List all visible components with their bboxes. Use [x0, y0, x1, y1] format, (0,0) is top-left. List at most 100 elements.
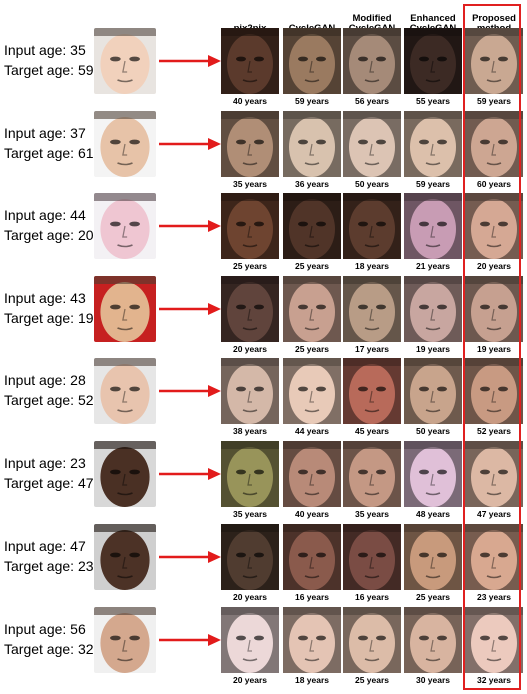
age-labels: Input age: 28 Target age: 52 [4, 370, 94, 410]
input-age-label: Input age: 43 [4, 290, 86, 306]
input-age-label: Input age: 44 [4, 207, 86, 223]
estimated-age-label: 25 years [294, 344, 330, 354]
generated-face-image [343, 111, 401, 177]
generated-face [343, 524, 401, 590]
generated-face-image [283, 441, 341, 507]
generated-face-image [343, 607, 401, 673]
age-labels: Input age: 35 Target age: 59 [4, 40, 94, 80]
comparison-row: Input age: 43 Target age: 19 20 years 25 ye… [0, 276, 527, 358]
generated-face [404, 111, 462, 177]
generated-face-image [404, 524, 462, 590]
target-age-label: Target age: 32 [4, 641, 94, 657]
generated-face [283, 607, 341, 673]
output-cell-pix2pix: 38 years [221, 358, 279, 440]
generated-face [283, 28, 341, 94]
input-face-image [94, 358, 156, 424]
right-arrow-icon [159, 55, 221, 67]
output-cell-modified-cyclegan: 50 years [343, 111, 401, 193]
output-cell-cyclegan: 16 years [283, 524, 341, 606]
generated-face-image [343, 28, 401, 94]
output-cell-proposed-method: 52 years [465, 358, 523, 440]
generated-face [283, 441, 341, 507]
input-face-photo [94, 276, 156, 342]
target-age-label: Target age: 20 [4, 227, 94, 243]
estimated-age-label: 44 years [294, 426, 330, 436]
output-cell-cyclegan: 25 years [283, 276, 341, 358]
generated-face-image [343, 441, 401, 507]
generated-face [283, 358, 341, 424]
generated-face [465, 111, 523, 177]
comparison-row: Input age: 56 Target age: 32 20 years 18 ye… [0, 607, 527, 689]
generated-face-image [283, 193, 341, 259]
generated-face-image [404, 358, 462, 424]
estimated-age-label: 20 years [232, 592, 268, 602]
output-cell-pix2pix: 20 years [221, 607, 279, 689]
right-arrow-icon [159, 634, 221, 646]
generated-face [343, 276, 401, 342]
output-cell-enhanced-cyclegan: 55 years [404, 28, 462, 110]
output-cell-enhanced-cyclegan: 50 years [404, 358, 462, 440]
estimated-age-label: 23 years [476, 592, 512, 602]
estimated-age-label: 20 years [476, 261, 512, 271]
right-arrow-icon [159, 138, 221, 150]
generated-face-image [221, 524, 279, 590]
generated-face [404, 276, 462, 342]
input-face-image [94, 193, 156, 259]
estimated-age-label: 36 years [294, 179, 330, 189]
generated-face-image [221, 358, 279, 424]
generated-face [343, 28, 401, 94]
generated-face [343, 193, 401, 259]
generated-face-image [283, 111, 341, 177]
generated-face-image [343, 276, 401, 342]
estimated-age-label: 35 years [232, 509, 268, 519]
output-cell-cyclegan: 18 years [283, 607, 341, 689]
generated-face-image [404, 607, 462, 673]
generated-face [404, 524, 462, 590]
input-face-image [94, 276, 156, 342]
estimated-age-label: 60 years [476, 179, 512, 189]
generated-face-image [343, 193, 401, 259]
input-face-photo [94, 441, 156, 507]
generated-face-image [465, 358, 523, 424]
comparison-row: Input age: 44 Target age: 20 25 years 25 ye… [0, 193, 527, 275]
output-cell-pix2pix: 35 years [221, 111, 279, 193]
generated-face [221, 358, 279, 424]
output-cell-enhanced-cyclegan: 21 years [404, 193, 462, 275]
estimated-age-label: 18 years [354, 261, 390, 271]
input-age-label: Input age: 37 [4, 125, 86, 141]
output-cell-pix2pix: 40 years [221, 28, 279, 110]
target-age-label: Target age: 61 [4, 145, 94, 161]
estimated-age-label: 25 years [354, 675, 390, 685]
estimated-age-label: 35 years [354, 509, 390, 519]
generated-face [404, 28, 462, 94]
generated-face [404, 441, 462, 507]
right-arrow-icon [159, 468, 221, 480]
target-age-label: Target age: 19 [4, 310, 94, 326]
estimated-age-label: 17 years [354, 344, 390, 354]
output-cell-enhanced-cyclegan: 19 years [404, 276, 462, 358]
estimated-age-label: 59 years [415, 179, 451, 189]
generated-face-image [465, 276, 523, 342]
estimated-age-label: 59 years [294, 96, 330, 106]
output-cell-proposed-method: 20 years [465, 193, 523, 275]
output-cell-modified-cyclegan: 25 years [343, 607, 401, 689]
generated-face-image [465, 524, 523, 590]
generated-face [221, 524, 279, 590]
target-age-label: Target age: 59 [4, 62, 94, 78]
age-labels: Input age: 56 Target age: 32 [4, 619, 94, 659]
generated-face [404, 358, 462, 424]
right-arrow-icon [159, 385, 221, 397]
estimated-age-label: 21 years [415, 261, 451, 271]
estimated-age-label: 16 years [294, 592, 330, 602]
generated-face-image [283, 358, 341, 424]
input-face-image [94, 111, 156, 177]
output-cell-cyclegan: 25 years [283, 193, 341, 275]
input-age-label: Input age: 35 [4, 42, 86, 58]
output-cell-modified-cyclegan: 17 years [343, 276, 401, 358]
estimated-age-label: 19 years [476, 344, 512, 354]
input-face-image [94, 441, 156, 507]
output-cell-enhanced-cyclegan: 25 years [404, 524, 462, 606]
output-cell-proposed-method: 60 years [465, 111, 523, 193]
estimated-age-label: 50 years [415, 426, 451, 436]
generated-face [221, 193, 279, 259]
